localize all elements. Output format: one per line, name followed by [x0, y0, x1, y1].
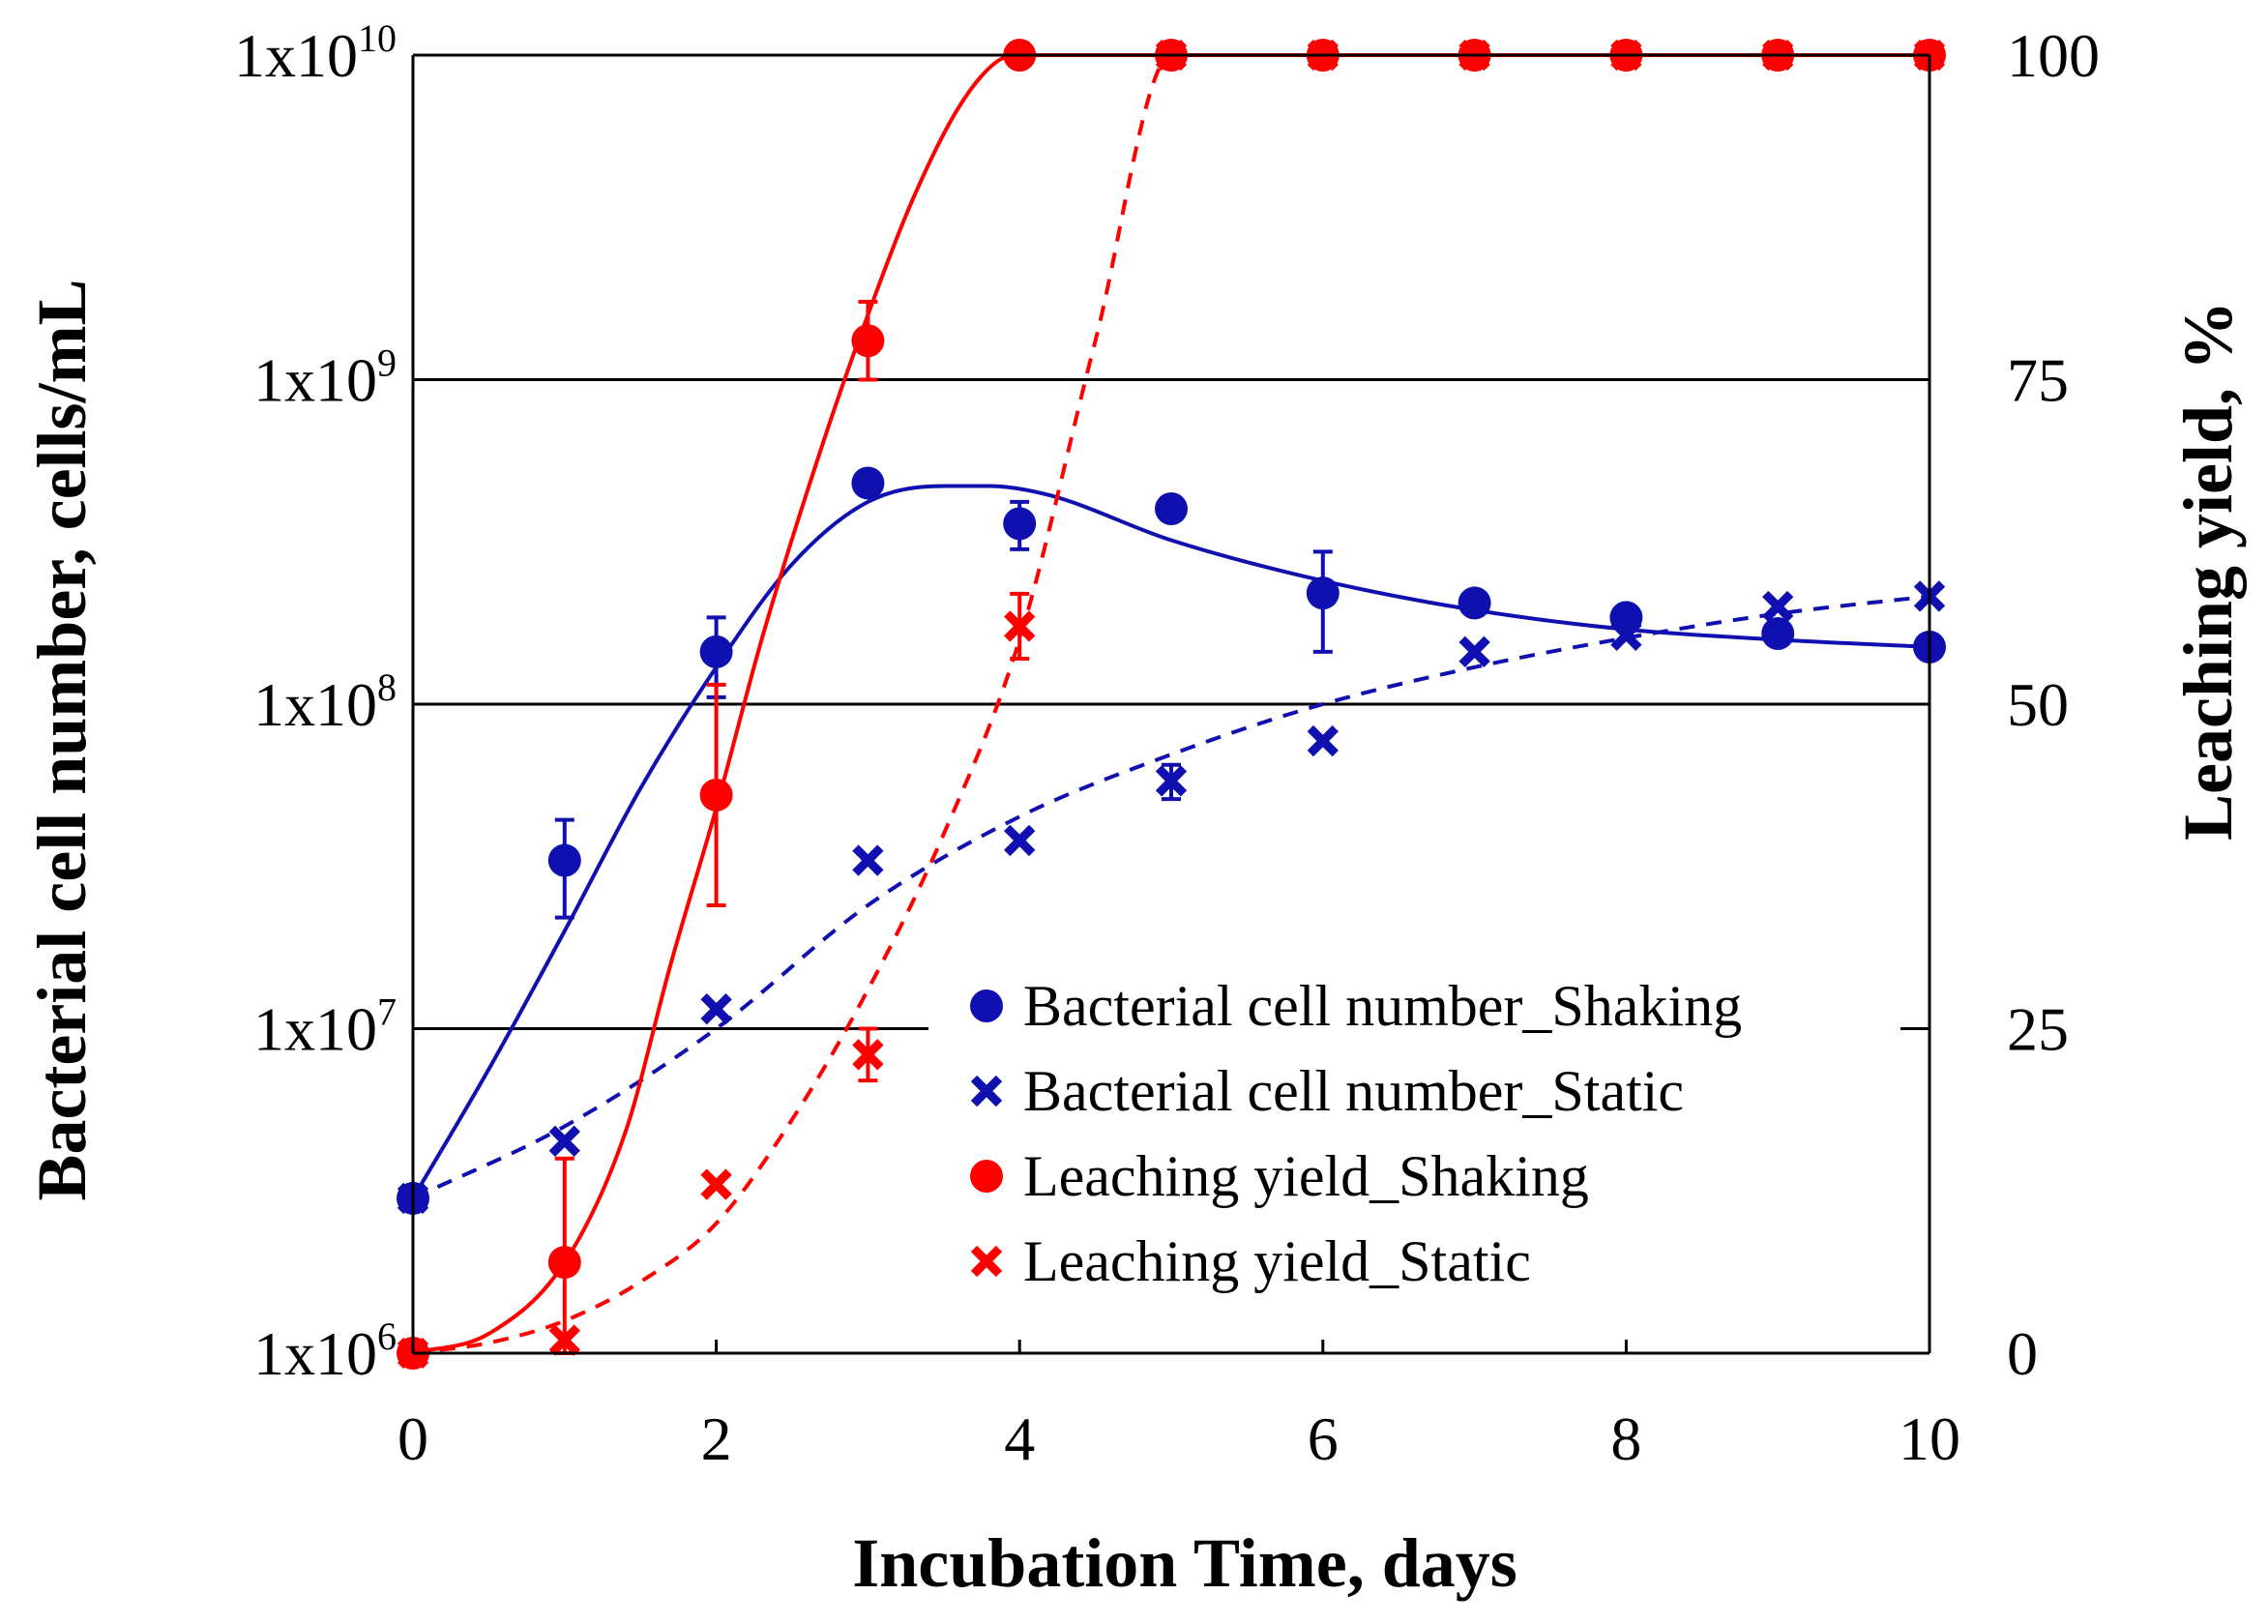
data-point — [851, 324, 885, 358]
marker-stroke — [1155, 765, 1188, 797]
data-point — [1610, 619, 1642, 651]
data-point — [1458, 586, 1491, 620]
y-left-tick-label: 1x1010 — [234, 16, 397, 90]
x-tick-label: 10 — [1899, 1404, 1960, 1473]
data-point — [852, 844, 884, 876]
y-right-tick-label: 0 — [2007, 1319, 2038, 1388]
marker-stroke — [700, 992, 732, 1025]
legend-box — [928, 972, 1900, 1301]
y-left-axis-title: Bacterial cell number, cells/mL — [23, 279, 101, 1200]
y-right-axis-title: Leaching yield, % — [2169, 301, 2247, 841]
x-tick-label: 6 — [1308, 1404, 1339, 1473]
y-left-tick-label: 1x106 — [253, 1314, 397, 1388]
legend-marker — [970, 989, 1003, 1022]
fit-curve — [411, 484, 1930, 1199]
marker-stroke — [970, 1075, 1003, 1107]
y-right-tick-label: 100 — [2007, 21, 2100, 90]
data-point — [1307, 724, 1339, 757]
data-point — [1155, 492, 1188, 526]
data-point — [1458, 635, 1490, 668]
data-point — [548, 1324, 580, 1356]
data-point — [1762, 590, 1794, 623]
data-point — [1004, 824, 1036, 857]
data-point — [852, 1039, 884, 1071]
data-point — [1761, 617, 1795, 651]
data-point — [1155, 765, 1188, 797]
data-point — [1004, 610, 1036, 642]
y-right-axis-ticks: 0 25 50 75 100 — [1916, 21, 2100, 1388]
data-point — [851, 466, 885, 500]
legend-marker — [970, 1160, 1003, 1193]
x-axis-ticks: 0 2 4 6 8 10 — [398, 1340, 1960, 1473]
marker-stroke — [548, 1125, 580, 1158]
marker-stroke — [548, 1324, 580, 1356]
data-point — [700, 992, 732, 1025]
y-right-tick-label: 75 — [2007, 346, 2069, 415]
data-point — [547, 843, 581, 877]
legend-marker — [970, 1075, 1003, 1107]
marker-stroke — [1004, 824, 1036, 857]
marker-stroke — [1004, 610, 1036, 642]
y-left-axis-ticks: 1x106 1x107 1x108 1x109 1x1010 — [234, 16, 397, 1388]
legend-label: Bacterial cell number_Shaking — [1023, 974, 1742, 1038]
marker-stroke — [1458, 635, 1490, 668]
x-tick-label: 4 — [1004, 1404, 1035, 1473]
x-tick-label: 0 — [398, 1404, 428, 1473]
marker-stroke — [1307, 724, 1339, 757]
marker-stroke — [1610, 619, 1642, 651]
y-right-tick-label: 25 — [2007, 995, 2069, 1064]
data-point — [700, 1168, 732, 1200]
data-point — [547, 1246, 581, 1280]
data-point — [699, 778, 733, 812]
y-left-tick-label: 1x107 — [253, 990, 397, 1064]
data-point — [548, 1125, 580, 1158]
legend-background — [928, 972, 1900, 1301]
marker-stroke — [852, 844, 884, 876]
data-point — [699, 635, 733, 668]
legend-label: Leaching yield_Static — [1023, 1229, 1531, 1293]
legend-marker — [970, 1245, 1003, 1278]
y-left-tick-label: 1x109 — [253, 341, 397, 415]
y-right-tick-label: 50 — [2007, 670, 2069, 739]
data-point — [1306, 576, 1340, 610]
y-left-tick-label: 1x108 — [253, 665, 397, 739]
grid-lines — [413, 378, 1929, 1030]
x-tick-label: 8 — [1610, 1404, 1641, 1473]
marker-stroke — [1762, 590, 1794, 623]
data-point — [1003, 507, 1037, 541]
x-axis-title: Incubation Time, days — [852, 1524, 1517, 1602]
fit-curve — [412, 594, 1930, 1200]
legend-label: Leaching yield_Shaking — [1023, 1144, 1589, 1208]
x-tick-label: 2 — [701, 1404, 732, 1473]
legend: Bacterial cell number_Shaking Bacterial c… — [970, 974, 1742, 1293]
legend-label: Bacterial cell number_Static — [1023, 1059, 1684, 1123]
marker-stroke — [700, 1168, 732, 1200]
marker-stroke — [852, 1039, 884, 1071]
marker-stroke — [970, 1245, 1003, 1278]
